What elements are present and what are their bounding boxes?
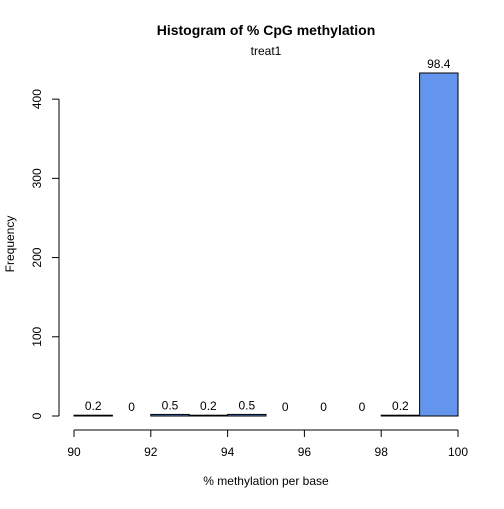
y-axis: 0 100 200 300 400	[30, 89, 60, 419]
y-tick-label: 100	[30, 326, 44, 346]
x-axis: 90 92 94 96 98 100	[67, 429, 468, 459]
histogram-bar	[150, 413, 190, 417]
bar-value-label: 98.4	[427, 57, 451, 71]
x-tick-label: 98	[375, 445, 389, 459]
bar-value-label: 0.2	[200, 399, 217, 413]
histogram-bar	[73, 414, 113, 417]
chart-subtitle: treat1	[251, 44, 282, 58]
bar-value-label: 0.2	[85, 399, 102, 413]
y-axis-label: Frequency	[3, 216, 17, 273]
y-tick-label: 0	[30, 412, 44, 419]
y-tick-label: 300	[30, 168, 44, 188]
x-tick-label: 94	[221, 445, 235, 459]
bar-value-label: 0.5	[238, 398, 255, 412]
bar-value-label: 0.5	[162, 398, 179, 412]
histogram-bar	[227, 413, 267, 417]
histogram-bar	[380, 414, 421, 417]
x-tick-label: 96	[298, 445, 312, 459]
bars-group	[73, 72, 459, 417]
bar-value-label: 0	[128, 400, 135, 414]
bar-value-label: 0	[282, 400, 289, 414]
histogram-bar	[419, 72, 459, 417]
y-tick-label: 400	[30, 89, 44, 109]
chart-title: Histogram of % CpG methylation	[157, 22, 376, 38]
bar-value-label: 0.2	[392, 399, 409, 413]
histogram-bar	[188, 414, 229, 417]
x-tick-label: 92	[144, 445, 158, 459]
x-tick-label: 90	[67, 445, 81, 459]
x-tick-label: 100	[448, 445, 468, 459]
x-axis-label: % methylation per base	[203, 474, 329, 488]
y-tick-label: 200	[30, 247, 44, 267]
bar-value-label: 0	[359, 400, 366, 414]
bar-labels-group: 0.2 0 0.5 0.2 0.5 0 0 0 0.2 98.4	[85, 57, 451, 414]
bar-value-label: 0	[320, 400, 327, 414]
